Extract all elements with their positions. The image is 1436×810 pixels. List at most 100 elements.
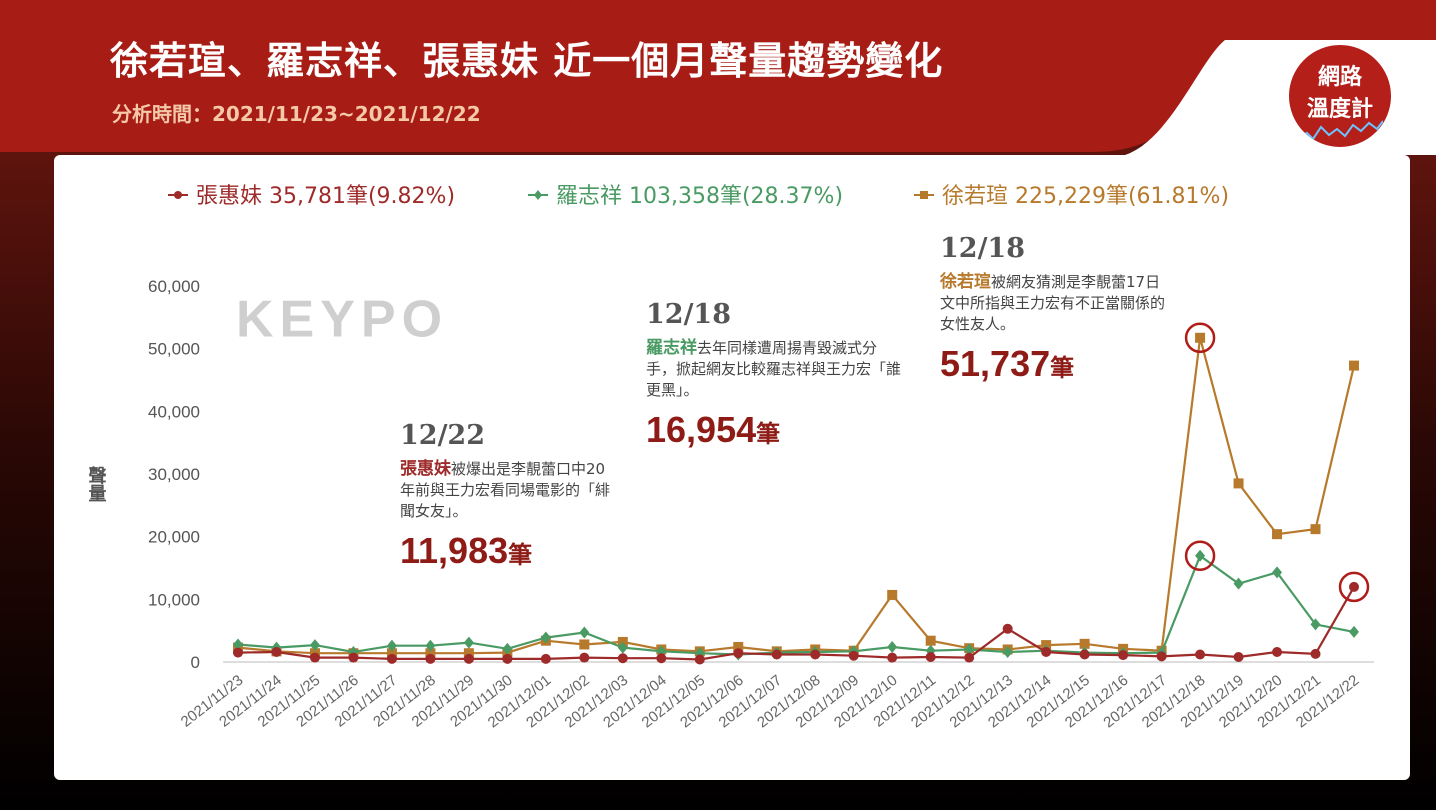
- data-point: [925, 651, 936, 662]
- annotation-artist-name: 徐若瑄: [940, 272, 991, 292]
- data-point: [233, 638, 243, 651]
- header-banner: 徐若瑄、羅志祥、張惠妹 近一個月聲量趨勢變化 分析時間：2021/11/23~2…: [0, 0, 1436, 158]
- logo-line-1: 網路: [1317, 65, 1362, 90]
- data-point: [1233, 478, 1244, 489]
- data-point: [694, 647, 705, 660]
- annotation-value: 51,737筆: [940, 343, 1172, 385]
- data-point: [1310, 648, 1321, 659]
- data-point: [1310, 618, 1321, 631]
- annotation-text: 徐若瑄被網友猜測是李靚蕾17日文中所指與王力宏有不正當關係的女性友人。: [940, 272, 1172, 335]
- line-chart: 0 10,000 20,000 30,000 40,000 50,000 60,000 聲量 K…: [86, 184, 1374, 731]
- data-point: [463, 636, 474, 649]
- data-point: [1002, 645, 1013, 658]
- data-point: [579, 626, 590, 639]
- data-point: [1156, 651, 1167, 662]
- data-point: [925, 635, 936, 646]
- data-point: [1233, 651, 1244, 662]
- annotation-date: 12/22: [400, 420, 486, 451]
- data-point: [309, 639, 320, 652]
- trend-line-icon: [1299, 120, 1383, 141]
- data-point: [887, 652, 898, 663]
- annotation-hsu: 12/18 徐若瑄被網友猜測是李靚蕾17日文中所指與王力宏有不正當關係的女性友人…: [940, 233, 1172, 385]
- legend-label: 羅志祥 103,358筆(28.37%): [556, 184, 843, 209]
- data-point: [733, 641, 744, 652]
- data-point: [887, 589, 898, 600]
- data-point: [463, 653, 474, 664]
- data-point: [425, 639, 436, 652]
- annotation-count: 11,983: [400, 530, 509, 571]
- data-point: [1079, 649, 1090, 660]
- data-point: [233, 647, 243, 658]
- highlight-circle: [1184, 540, 1216, 572]
- data-point: [540, 631, 551, 644]
- annotation-unit: 筆: [508, 542, 533, 569]
- data-point: [579, 639, 590, 650]
- data-point: [617, 653, 628, 664]
- legend-item-2: 徐若瑄 225,229筆(61.81%): [914, 184, 1229, 209]
- data-point: [540, 653, 551, 664]
- y-tick-label: 20,000: [148, 528, 200, 547]
- series-line-0: [237, 586, 1355, 661]
- annotation-zhang: 12/22 張惠妹被爆出是李靚蕾口中20年前與王力宏看同場電影的「緋聞女友」。 …: [400, 420, 615, 572]
- annotation-count: 51,737: [940, 343, 1051, 384]
- data-point: [502, 642, 513, 655]
- y-tick-label: 10,000: [148, 590, 200, 609]
- annotation-unit: 筆: [756, 421, 781, 448]
- analysis-period: 分析時間：2021/11/23~2021/12/22: [112, 102, 481, 126]
- legend-marker: [920, 191, 928, 199]
- highlight-circle: [1338, 571, 1370, 603]
- annotation-luo: 12/18 羅志祥去年同樣遭周揚青毀滅式分手，掀起網友比較羅志祥與王力宏「誰更黑…: [646, 299, 904, 451]
- data-point: [1349, 360, 1359, 371]
- data-point: [348, 652, 359, 663]
- y-tick-label: 0: [191, 653, 200, 672]
- legend-marker: [534, 190, 542, 200]
- annotation-count: 16,954: [646, 409, 757, 450]
- annotation-text: 羅志祥去年同樣遭周揚青毀滅式分手，掀起網友比較羅志祥與王力宏「誰更黑」。: [646, 338, 904, 401]
- annotation-value: 16,954筆: [646, 409, 904, 451]
- annotation-artist-name: 羅志祥: [646, 338, 697, 358]
- data-point: [1272, 529, 1283, 540]
- data-point: [1349, 581, 1359, 592]
- page-title: 徐若瑄、羅志祥、張惠妹 近一個月聲量趨勢變化: [110, 39, 944, 83]
- brand-logo: 網路 溫度計: [1286, 42, 1394, 150]
- data-point: [1310, 524, 1321, 535]
- logo-line-2: 溫度計: [1306, 97, 1373, 122]
- data-point: [1041, 646, 1052, 657]
- data-point: [1195, 332, 1206, 343]
- data-point: [810, 649, 821, 660]
- legend-label: 徐若瑄 225,229筆(61.81%): [942, 184, 1229, 209]
- legend-label: 張惠妹 35,781筆(9.82%): [196, 184, 455, 209]
- highlight-circle: [1184, 322, 1216, 354]
- legend-item-0: 張惠妹 35,781筆(9.82%): [168, 184, 455, 209]
- data-point: [1079, 638, 1090, 649]
- annotation-value: 11,983筆: [400, 530, 615, 572]
- y-tick-label: 50,000: [148, 340, 200, 359]
- data-point: [1118, 650, 1129, 661]
- data-point: [1272, 646, 1283, 657]
- data-point: [271, 646, 282, 657]
- y-tick-label: 40,000: [148, 402, 200, 421]
- data-point: [1233, 577, 1244, 590]
- data-point: [425, 653, 436, 664]
- annotation-artist-name: 張惠妹: [400, 459, 451, 479]
- annotation-date: 12/18: [940, 233, 1026, 264]
- annotation-unit: 筆: [1050, 355, 1075, 382]
- annotation-description: 被爆出是李靚蕾口中20年前與王力宏看同場電影的「緋聞女友」。: [400, 460, 611, 520]
- data-point: [425, 648, 436, 659]
- data-point: [386, 653, 397, 664]
- keypo-watermark: KEYPO: [236, 290, 448, 348]
- y-tick-label: 60,000: [148, 277, 200, 296]
- series-line-2: [237, 337, 1356, 655]
- annotation-description: 被網友猜測是李靚蕾17日文中所指與王力宏有不正當關係的女性友人。: [940, 273, 1166, 333]
- data-point: [386, 648, 397, 659]
- data-point: [1002, 623, 1013, 634]
- y-tick-label: 30,000: [148, 465, 200, 484]
- data-point: [463, 648, 474, 659]
- data-point: [656, 653, 667, 664]
- data-point: [309, 652, 320, 663]
- data-point: [771, 649, 782, 660]
- data-point: [1272, 566, 1283, 579]
- legend-marker: [174, 191, 182, 199]
- legend-item-1: 羅志祥 103,358筆(28.37%): [528, 184, 843, 209]
- data-point: [502, 653, 513, 664]
